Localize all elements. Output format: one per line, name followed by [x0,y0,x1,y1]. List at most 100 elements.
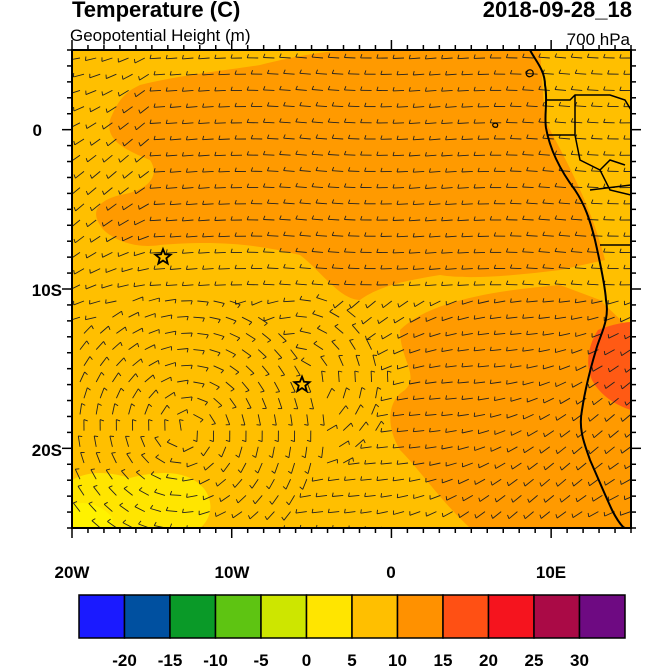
wind-barb-flag [149,151,152,157]
wind-barb-flag [360,86,363,91]
wind-barb [409,413,421,417]
wind-barb [108,487,117,496]
wind-barb [197,365,209,369]
wind-barb [575,267,587,270]
wind-barb-flag [347,264,351,269]
wind-barb [135,187,146,195]
wind-barb-flag [285,455,290,459]
wind-barb-flag [352,457,354,462]
wind-barb-flag [230,151,233,156]
wind-barb-flag [425,379,427,384]
wind-barb-flag [364,135,367,140]
wind-barb-flag [311,118,315,123]
wind-barb-flag [89,107,91,112]
colorbar-tick-label: -15 [158,651,183,667]
wind-barb [526,73,538,75]
wind-barb-flag [619,151,622,156]
wind-barb [334,300,344,309]
wind-barb [506,316,518,319]
wind-barb-flag [392,443,395,449]
wind-barb [396,138,409,141]
wind-barb-flag [509,69,513,74]
wind-barb-flag [334,323,339,327]
wind-barb [445,462,457,467]
wind-barb [409,446,421,449]
wind-barb-flag [252,500,256,505]
wind-barb [229,365,240,373]
wind-barb [261,333,272,341]
wind-barb-flag [392,184,395,189]
wind-barb [593,462,603,471]
wind-barb [620,511,631,516]
wind-barb-flag [493,167,496,172]
wind-barb-flag [409,318,411,323]
wind-barb [150,508,162,513]
wind-barb-flag [205,367,209,372]
wind-barb-flag [457,281,460,286]
wind-barb-flag [214,119,217,124]
wind-barb [160,314,172,318]
wind-barb [461,203,473,205]
wind-barb-flag [380,102,383,108]
wind-barb-flag [538,118,541,123]
wind-barb [311,121,324,124]
wind-barb [153,235,166,238]
wind-barb [338,440,349,448]
wind-barb [72,284,81,290]
wind-barb [425,251,437,254]
wind-barb-flag [348,492,350,497]
wind-barb-flag [493,298,496,303]
wind-barb [576,495,587,503]
wind-barb-flag [576,529,577,533]
wind-barb [199,478,210,485]
wind-barb [543,397,554,404]
wind-barb-flag [607,199,610,204]
wind-barb [283,300,295,303]
wind-barb [299,105,311,108]
wind-barb [474,446,486,451]
wind-barb-flag [428,233,431,238]
wind-barb-flag [169,200,172,205]
wind-barb [380,430,392,433]
wind-barb [605,381,615,389]
wind-barb [107,203,117,211]
wind-barb-flag [473,281,476,286]
wind-barb [182,219,194,222]
wind-barb-flag [248,321,253,326]
wind-barb [249,511,259,520]
wind-barb-flag [88,501,93,504]
axis-ticks [62,40,641,538]
wind-barb-flag [315,231,319,236]
wind-barb-flag [375,403,380,408]
wind-barb [478,430,490,435]
wind-barb-flag [200,452,204,457]
wind-barb [457,284,469,286]
wind-barb [128,373,137,383]
wind-barb-flag [542,199,545,204]
wind-barb [134,219,145,226]
wind-barb [587,56,599,59]
wind-barb-flag [204,401,208,406]
wind-barb-flag [84,371,88,376]
wind-barb-flag [603,248,606,253]
wind-barb-flag [477,135,480,140]
wind-barb [571,218,583,221]
wind-barb-flag [575,400,578,405]
wind-barb-flag [360,280,363,285]
wind-barb-flag [101,253,103,258]
wind-barb-flag [269,500,273,505]
wind-barb-flag [619,54,622,59]
wind-barb [478,332,490,336]
wind-barb-flag [108,325,111,330]
wind-barb [575,332,587,337]
wind-barb [149,219,162,222]
wind-barb-flag [364,199,367,204]
wind-barb-flag [408,477,411,482]
wind-barb-flag [571,383,574,388]
temperature-field [72,50,631,533]
wind-barb-flag [106,468,111,471]
wind-barb [409,511,421,516]
wind-barb [445,268,457,270]
wind-barb [344,283,356,286]
wind-barb-flag [558,231,562,236]
